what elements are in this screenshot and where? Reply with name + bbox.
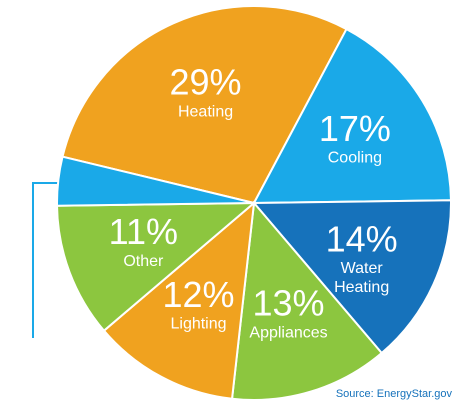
category-label: Appliances [249, 324, 327, 341]
value-label: 4% [10, 335, 62, 376]
category-label: Cooling [328, 150, 382, 167]
category-label: Heating [178, 103, 233, 120]
pie-slice [61, 5, 348, 205]
value-label: 14% [326, 218, 398, 259]
category-label: Other [123, 253, 164, 270]
pie-slice [230, 200, 384, 401]
value-label: 29% [170, 62, 242, 103]
pie-slice [56, 201, 257, 333]
value-label: 13% [253, 283, 325, 324]
source: Source: EnergyStar.gov [336, 388, 453, 400]
pie-slice [56, 155, 255, 207]
category-label: Electronics [0, 376, 75, 393]
value-label: 17% [319, 108, 391, 149]
value-label: 12% [162, 274, 234, 315]
callout-line [32, 182, 62, 338]
category-label: Lighting [170, 316, 226, 333]
pie-slice [102, 200, 256, 400]
pie-slice [252, 27, 452, 205]
category-label: Water Heating [334, 260, 389, 296]
value-label: 11% [109, 211, 178, 252]
pie-slice [251, 199, 452, 355]
